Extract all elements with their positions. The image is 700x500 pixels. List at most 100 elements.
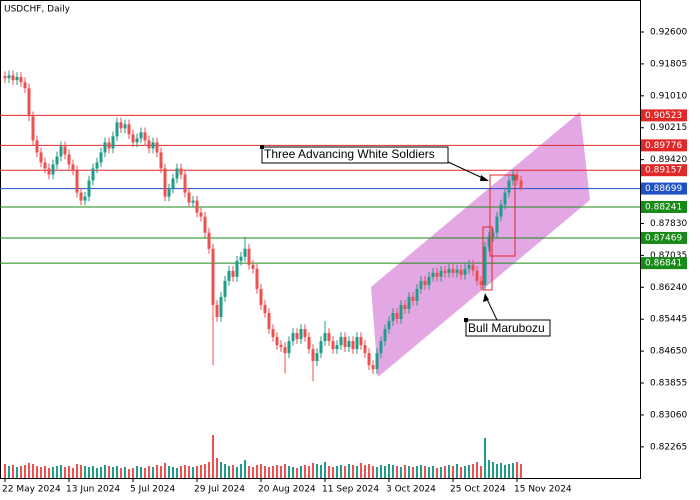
volume-bar xyxy=(508,464,510,478)
candle-body xyxy=(167,188,171,197)
candle-body xyxy=(311,349,315,362)
level-label: 0.88699 xyxy=(645,184,682,194)
candle-body xyxy=(487,236,491,247)
volume-bar xyxy=(120,468,122,478)
x-tick-label: 20 Aug 2024 xyxy=(258,485,316,495)
candle-body xyxy=(39,152,43,163)
volume-bar xyxy=(436,468,438,478)
volume-bar xyxy=(140,467,142,478)
level-label-bg xyxy=(641,164,687,177)
candle-body xyxy=(399,304,403,320)
candle-body xyxy=(295,333,299,340)
candle-body xyxy=(159,152,163,169)
volume-bar xyxy=(184,465,186,478)
candle-body xyxy=(447,268,451,273)
candle-body xyxy=(335,345,339,350)
x-tick-label: 13 Jun 2024 xyxy=(66,485,120,495)
pattern-box xyxy=(489,174,516,257)
anchor xyxy=(464,318,468,322)
volume-bar xyxy=(388,464,390,478)
volume-bar xyxy=(344,466,346,478)
level-label: 0.89157 xyxy=(645,166,682,176)
candle-body xyxy=(271,329,275,338)
volume-bar xyxy=(428,467,430,478)
y-tick-label: 0.91010 xyxy=(650,91,687,101)
candle-body xyxy=(287,341,291,354)
volume-bar xyxy=(172,467,174,478)
volume-bar xyxy=(488,460,490,478)
y-tick-label: 0.87830 xyxy=(650,219,687,229)
volume-bar xyxy=(268,467,270,478)
volume-bar xyxy=(308,466,310,478)
candle-body xyxy=(215,304,219,317)
volume-bar xyxy=(212,435,214,478)
annotation-box xyxy=(465,319,551,337)
volume-bar xyxy=(88,467,90,478)
volume-bar xyxy=(132,468,134,478)
candle-body xyxy=(119,122,123,129)
volume-bar xyxy=(372,466,374,478)
candle-body xyxy=(391,312,395,322)
volume-bar xyxy=(168,466,170,478)
candle-body xyxy=(355,337,359,350)
volume-bar xyxy=(504,465,506,478)
volume-bar xyxy=(192,467,194,478)
volume-bar xyxy=(456,464,458,478)
candle-body xyxy=(43,162,47,169)
candle-body xyxy=(55,156,59,165)
candle-body xyxy=(379,341,383,354)
volume-bar xyxy=(244,460,246,478)
candle-body xyxy=(515,174,519,181)
annotation-box xyxy=(261,146,449,164)
candle-body xyxy=(247,248,251,265)
volume-bar xyxy=(40,467,42,478)
volume-bar xyxy=(280,466,282,478)
x-tick-label: 3 Oct 2024 xyxy=(386,485,436,495)
volume-bar xyxy=(300,466,302,478)
volume-bar xyxy=(232,465,234,478)
candle-body xyxy=(267,312,271,330)
volume-bar xyxy=(32,464,34,478)
volume-bar xyxy=(396,466,398,478)
volume-bar xyxy=(312,463,314,478)
level-label-bg xyxy=(641,231,687,244)
volume-bar xyxy=(320,465,322,478)
volume-bar xyxy=(16,467,18,478)
volume-bar xyxy=(284,464,286,478)
candle-body xyxy=(427,276,431,285)
candle-body xyxy=(475,270,479,281)
volume-bar xyxy=(404,465,406,478)
candle-body xyxy=(87,180,91,197)
candle-body xyxy=(451,268,455,273)
volume-bar xyxy=(472,464,474,478)
volume-bar xyxy=(92,466,94,478)
level-label: 0.90523 xyxy=(645,111,682,121)
volume-bar xyxy=(316,464,318,478)
volume-bar xyxy=(228,466,230,478)
candle-body xyxy=(7,75,11,79)
volume-bar xyxy=(220,462,222,478)
volume-bar xyxy=(44,466,46,478)
y-tick-label: 0.91805 xyxy=(650,59,687,69)
candle-body xyxy=(83,196,87,201)
candle-body xyxy=(75,170,79,193)
candle-body xyxy=(139,132,143,139)
candle-body xyxy=(459,269,463,275)
volume-bar xyxy=(248,466,250,478)
candle-body xyxy=(303,329,307,338)
candle-body xyxy=(339,337,343,346)
candle-body xyxy=(95,162,99,169)
candle-body xyxy=(439,270,443,277)
arrow-head xyxy=(480,175,489,181)
candle-body xyxy=(223,280,227,297)
candle-body xyxy=(275,337,279,346)
volume-bar xyxy=(152,467,154,478)
volume-bar xyxy=(36,466,38,478)
y-tick-label: 0.92600 xyxy=(650,27,687,37)
candle-body xyxy=(191,200,195,203)
volume-bar xyxy=(200,465,202,478)
volume-bar xyxy=(356,466,358,478)
candle-body xyxy=(195,200,199,213)
candle-body xyxy=(203,216,207,233)
volume-bar xyxy=(324,462,326,478)
